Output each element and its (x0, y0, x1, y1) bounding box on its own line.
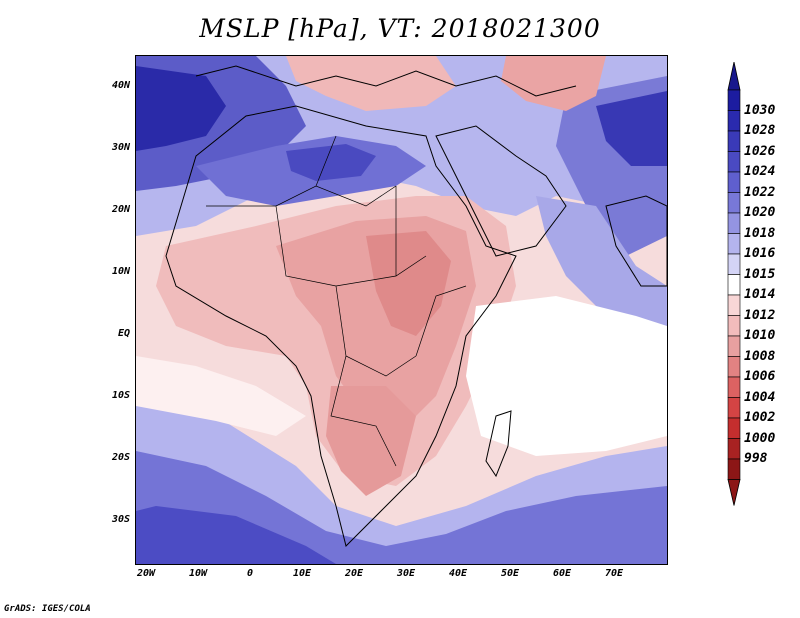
coastline-europe (195, 65, 577, 97)
colorbar-segment (727, 192, 741, 214)
colorbar-level-label: 1002 (744, 410, 776, 425)
colorbar-segment (727, 233, 741, 255)
colorbar-segment (727, 171, 741, 193)
lon-label: 60E (552, 568, 572, 579)
lon-label: 10E (292, 568, 312, 579)
lat-label: 40N (111, 80, 130, 91)
indian-ocean-white (466, 296, 667, 456)
lon-label: 30E (396, 568, 416, 579)
lat-label: 20N (111, 204, 130, 215)
colorbar-segment (727, 130, 741, 152)
lat-label: 30N (111, 142, 130, 153)
colorbar-segment (727, 212, 741, 234)
lon-label: 20W (136, 568, 156, 579)
colorbar-segment (727, 253, 741, 275)
europe-low (286, 56, 456, 111)
lon-label: 20E (344, 568, 364, 579)
colorbar-level-label: 998 (744, 451, 768, 466)
grads-credit: GrADS: IGES/COLA (4, 604, 91, 614)
africa-low-core (366, 231, 451, 336)
atlantic-white-band (136, 356, 306, 436)
colorbar-tip-top (727, 62, 741, 91)
southern-africa-low (326, 386, 416, 496)
colorbar-level-label: 1015 (744, 266, 776, 282)
north-high-deep (136, 66, 226, 151)
south-high-deep (136, 506, 336, 564)
borders (206, 135, 467, 467)
pressure-field (136, 56, 667, 564)
colorbar-segment (727, 417, 741, 439)
colorbar-level-label: 1030 (744, 102, 776, 118)
coastline-africa (165, 105, 517, 547)
lat-label: 10N (111, 266, 130, 277)
colorbar-segment (727, 89, 741, 111)
lon-label: 10W (188, 568, 208, 579)
lon-label: 40E (448, 568, 468, 579)
lat-label: 10S (111, 390, 130, 401)
colorbar-segment (727, 438, 741, 460)
coastline-arabia (435, 125, 567, 257)
map-title: MSLP [hPa], VT: 2018021300 (199, 14, 601, 43)
colorbar-level-label: 1020 (744, 205, 776, 220)
lat-label: 30S (111, 514, 130, 525)
colorbar-level-label: 1008 (744, 348, 776, 364)
colorbar-segment (727, 397, 741, 419)
colorbar-level-label: 1012 (744, 307, 776, 323)
colorbar-level-label: 1024 (744, 164, 776, 179)
colorbar-segment (727, 315, 741, 337)
colorbar-segment (727, 274, 741, 296)
colorbar (727, 62, 741, 506)
colorbar-level-label: 1006 (744, 369, 776, 384)
colorbar-level-label: 1022 (744, 184, 776, 200)
colorbar-level-label: 1028 (744, 123, 776, 138)
coastline-india (605, 195, 667, 287)
colorbar-level-label: 1004 (744, 389, 776, 405)
pressure-map (135, 55, 668, 565)
colorbar-tip-bottom (727, 479, 741, 506)
colorbar-segment (727, 294, 741, 316)
central-asia-low (501, 56, 606, 111)
colorbar-segment (727, 335, 741, 357)
lat-label: EQ (117, 328, 130, 339)
colorbar-segment (727, 151, 741, 173)
colorbar-segment (727, 110, 741, 132)
colorbar-level-label: 1016 (744, 246, 776, 261)
colorbar-level-label: 1000 (744, 430, 776, 446)
lon-label: 50E (500, 568, 520, 579)
coastline-madagascar (485, 410, 512, 478)
colorbar-segment (727, 376, 741, 398)
colorbar-level-label: 1014 (744, 287, 776, 302)
lat-label: 20S (111, 452, 130, 463)
asia-high-core (596, 91, 667, 166)
colorbar-level-label: 1010 (744, 328, 776, 343)
colorbar-segment (727, 356, 741, 378)
sahara-high-core (286, 144, 376, 181)
colorbar-segment (727, 458, 741, 480)
lon-label: 0 (246, 568, 254, 579)
colorbar-level-label: 1026 (744, 143, 776, 159)
colorbar-level-label: 1018 (744, 225, 776, 241)
lon-label: 70E (604, 568, 624, 579)
arabian-sea-high (536, 196, 667, 336)
